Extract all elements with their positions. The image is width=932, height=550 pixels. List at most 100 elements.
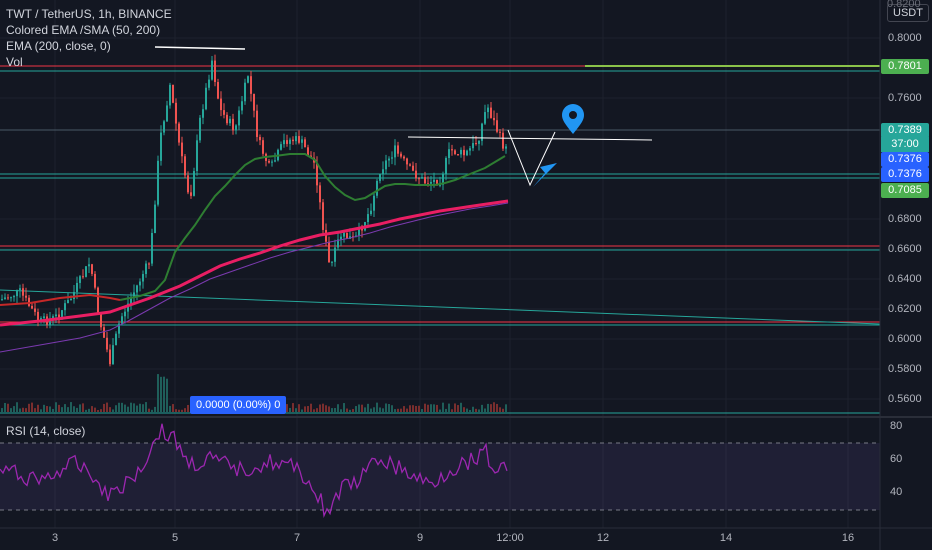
volume-bar[interactable]: [1, 408, 3, 412]
volume-bar[interactable]: [145, 402, 147, 412]
volume-bar[interactable]: [52, 408, 54, 412]
volume-bar[interactable]: [139, 403, 141, 412]
volume-bar[interactable]: [187, 404, 189, 412]
volume-bar[interactable]: [151, 409, 153, 412]
candle-body[interactable]: [67, 300, 69, 304]
candle-body[interactable]: [226, 114, 228, 124]
volume-bar[interactable]: [292, 403, 294, 412]
volume-bar[interactable]: [127, 406, 129, 412]
candle-body[interactable]: [76, 282, 78, 292]
volume-bar[interactable]: [94, 407, 96, 412]
volume-bar[interactable]: [148, 408, 150, 412]
volume-bar[interactable]: [37, 404, 39, 412]
volume-bar[interactable]: [49, 406, 51, 412]
candle-body[interactable]: [139, 281, 141, 286]
candle-body[interactable]: [118, 323, 120, 334]
candle-body[interactable]: [166, 105, 168, 122]
candle-body[interactable]: [115, 333, 117, 346]
volume-bar[interactable]: [130, 402, 132, 412]
candle-body[interactable]: [151, 233, 153, 264]
candle-body[interactable]: [289, 139, 291, 144]
volume-bar[interactable]: [136, 405, 138, 412]
candle-body[interactable]: [214, 60, 216, 83]
price-tag-0737b[interactable]: 0.7376: [881, 167, 929, 182]
candle-body[interactable]: [454, 150, 456, 154]
candle-body[interactable]: [163, 121, 165, 133]
volume-bar[interactable]: [121, 402, 123, 412]
symbol-title[interactable]: TWT / TetherUS, 1h, BINANCE: [6, 7, 172, 21]
candle-body[interactable]: [457, 153, 459, 155]
volume-bar[interactable]: [436, 404, 438, 412]
candle-body[interactable]: [307, 147, 309, 156]
candle-body[interactable]: [175, 102, 177, 124]
candle-body[interactable]: [382, 169, 384, 175]
candle-body[interactable]: [421, 177, 423, 179]
candle-body[interactable]: [208, 79, 210, 88]
candle-body[interactable]: [481, 123, 483, 141]
candle-body[interactable]: [220, 98, 222, 111]
candle-body[interactable]: [367, 214, 369, 223]
volume-value-label[interactable]: 0.0000 (0.00%) 0: [190, 396, 287, 414]
volume-bar[interactable]: [427, 404, 429, 412]
candle-body[interactable]: [484, 112, 486, 124]
candle-body[interactable]: [133, 292, 135, 298]
volume-bar[interactable]: [379, 407, 381, 412]
price-tag-0737a[interactable]: 0.7376: [881, 152, 929, 167]
candle-body[interactable]: [7, 297, 9, 299]
candle-body[interactable]: [64, 303, 66, 311]
candle-body[interactable]: [331, 261, 333, 263]
volume-bar[interactable]: [169, 405, 171, 412]
candle-body[interactable]: [301, 139, 303, 143]
volume-bar[interactable]: [10, 408, 12, 412]
candle-body[interactable]: [190, 192, 192, 196]
volume-bar[interactable]: [451, 409, 453, 412]
high-marker-line[interactable]: [154, 46, 246, 50]
candle-body[interactable]: [217, 82, 219, 99]
volume-bar[interactable]: [346, 408, 348, 412]
candle-body[interactable]: [154, 204, 156, 234]
candle-body[interactable]: [31, 305, 33, 309]
volume-bar[interactable]: [343, 403, 345, 412]
candle-body[interactable]: [298, 136, 300, 143]
candle-body[interactable]: [445, 157, 447, 174]
candle-body[interactable]: [247, 76, 249, 83]
volume-bar[interactable]: [70, 402, 72, 412]
volume-bar[interactable]: [4, 402, 6, 412]
candle-body[interactable]: [325, 229, 327, 242]
volume-bar[interactable]: [133, 403, 135, 412]
volume-bar[interactable]: [337, 404, 339, 412]
volume-bar[interactable]: [178, 409, 180, 412]
candle-body[interactable]: [490, 107, 492, 118]
candle-body[interactable]: [37, 311, 39, 321]
volume-bar[interactable]: [301, 409, 303, 412]
volume-bar[interactable]: [469, 409, 471, 412]
volume-bar[interactable]: [448, 403, 450, 412]
volume-bar[interactable]: [430, 404, 432, 412]
volume-bar[interactable]: [502, 408, 504, 412]
volume-bar[interactable]: [295, 408, 297, 412]
candle-body[interactable]: [172, 84, 174, 103]
candle-body[interactable]: [169, 84, 171, 106]
candle-body[interactable]: [55, 314, 57, 317]
volume-bar[interactable]: [100, 409, 102, 412]
candle-body[interactable]: [34, 308, 36, 312]
candle-body[interactable]: [334, 247, 336, 262]
candle-body[interactable]: [238, 110, 240, 126]
candle-body[interactable]: [274, 160, 276, 162]
candle-body[interactable]: [403, 156, 405, 159]
volume-bar[interactable]: [376, 402, 378, 412]
volume-bar[interactable]: [472, 406, 474, 412]
candle-body[interactable]: [130, 297, 132, 304]
volume-bar[interactable]: [367, 403, 369, 412]
candle-body[interactable]: [451, 149, 453, 151]
candle-body[interactable]: [319, 185, 321, 203]
volume-bar[interactable]: [319, 404, 321, 412]
candle-body[interactable]: [283, 140, 285, 145]
candle-body[interactable]: [316, 162, 318, 186]
candle-body[interactable]: [181, 142, 183, 157]
volume-bar[interactable]: [166, 378, 168, 412]
candle-body[interactable]: [49, 318, 51, 325]
candle-body[interactable]: [400, 153, 402, 157]
rsi-line[interactable]: [0, 423, 508, 518]
volume-bar[interactable]: [388, 403, 390, 412]
